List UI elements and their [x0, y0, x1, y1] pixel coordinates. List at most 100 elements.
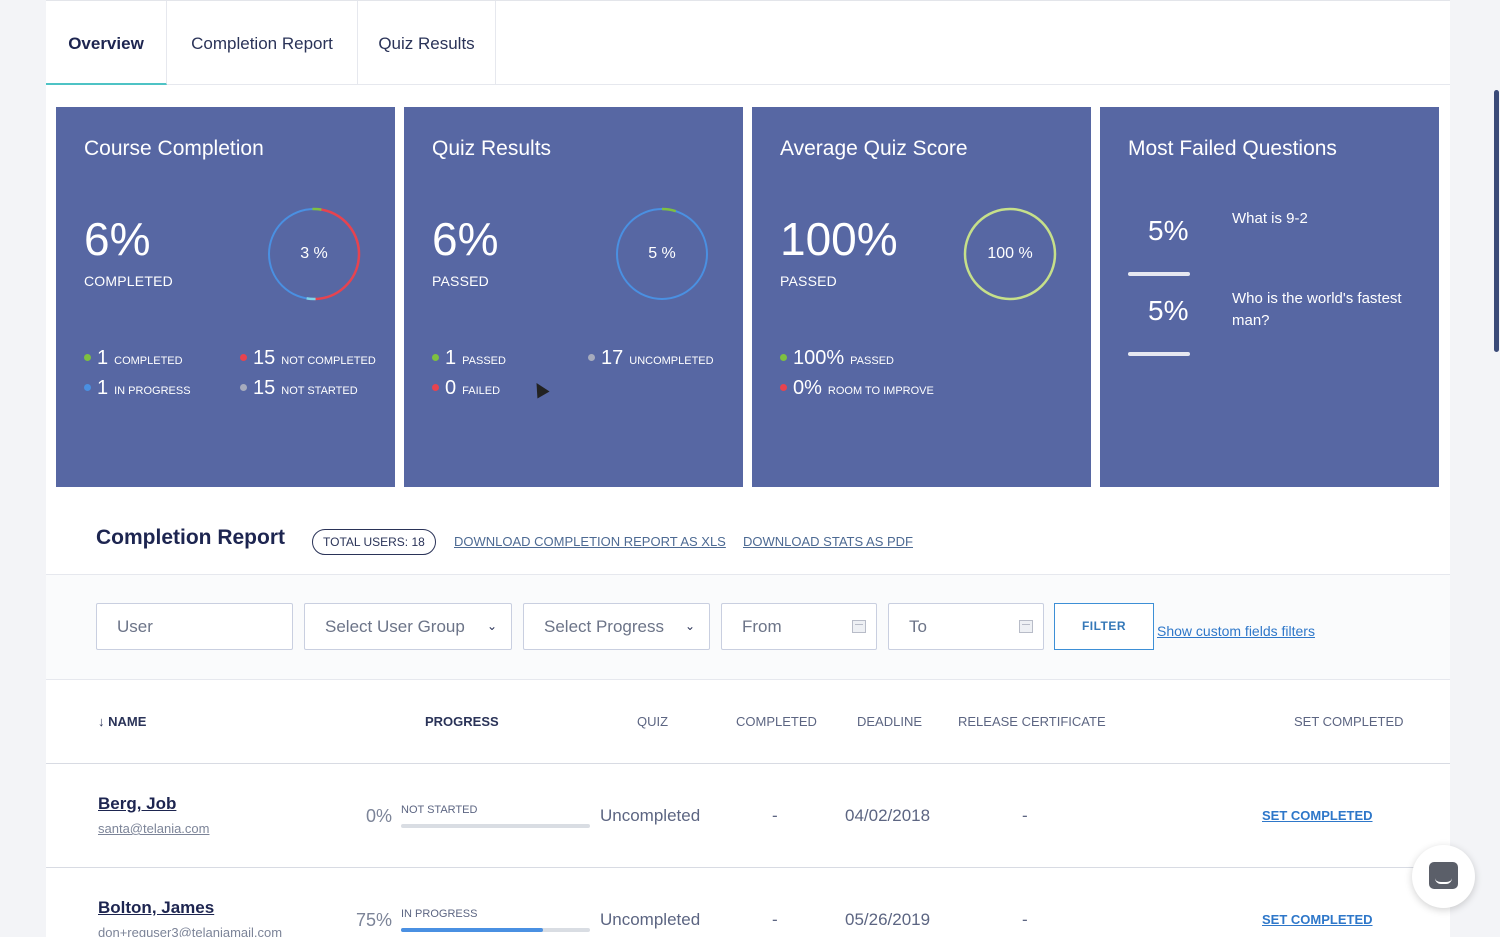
completion-ring-chart [267, 207, 361, 301]
custom-fields-filters-link[interactable]: Show custom fields filters [1157, 623, 1315, 639]
chat-icon[interactable] [1412, 845, 1475, 908]
completion-percent: 6% [84, 213, 151, 265]
green-dot-icon [84, 354, 91, 361]
tab-bar: Overview Completion Report Quiz Results [46, 1, 1450, 85]
calendar-icon[interactable] [1019, 620, 1033, 633]
stat-not-completed: 15 Not Completed [240, 347, 376, 370]
column-deadline[interactable]: Deadline [857, 714, 923, 729]
failed-question-bar [1128, 352, 1190, 356]
user-group-select[interactable]: Select User Group ⌄ [304, 603, 512, 650]
column-set-completed[interactable]: Set Completed [1294, 714, 1404, 729]
stat-not-started: 15 Not Started [240, 377, 358, 400]
quiz-ring-label: 5 % [648, 245, 676, 262]
quiz-status: Uncompleted [600, 806, 701, 825]
stat-completed: 1 Completed [84, 347, 183, 370]
set-completed-link[interactable]: SET COMPLETED [1262, 808, 1373, 823]
most-failed-questions-card: Most Failed Questions 5% What is 9-2 5% … [1100, 107, 1439, 487]
quiz-passed-percent: 6% [432, 213, 499, 265]
total-users-badge: TOTAL USERS: 18 [312, 529, 436, 555]
column-name[interactable]: ↓ Name [98, 714, 147, 729]
completed-date: - [772, 910, 778, 929]
green-dot-icon [780, 354, 787, 361]
to-date-input[interactable]: To [888, 603, 1044, 650]
divider [46, 867, 1450, 868]
stat-in-progress: 1 In Progress [84, 377, 191, 400]
deadline-date: 04/02/2018 [845, 806, 931, 825]
divider [46, 763, 1450, 764]
certificate-status: - [1022, 910, 1028, 929]
chevron-down-icon: ⌄ [684, 619, 695, 633]
card-title: Average Quiz Score [780, 137, 968, 160]
average-ring-label: 100 % [987, 245, 1033, 262]
progress-select[interactable]: Select Progress ⌄ [523, 603, 710, 650]
stat-failed: 0 Failed [432, 377, 500, 400]
progress-bar [401, 824, 590, 828]
progress-select-value: Select Progress [544, 617, 664, 636]
quiz-status: Uncompleted [600, 910, 701, 929]
failed-question-text: Who is the world's fastest man? [1232, 290, 1402, 329]
set-completed-link[interactable]: SET COMPLETED [1262, 912, 1373, 927]
failed-question-percent: 5% [1148, 295, 1189, 326]
column-release-certificate[interactable]: Release Certificate [958, 714, 1106, 729]
scrollbar[interactable] [1494, 90, 1499, 352]
tab-completion-report[interactable]: Completion Report [167, 1, 358, 85]
to-date-placeholder: To [909, 617, 927, 636]
progress-percent: 75% [355, 910, 392, 930]
blue-dot-icon [84, 384, 91, 391]
progress-status: In Progress [401, 908, 478, 920]
column-completed[interactable]: Completed [736, 714, 817, 729]
user-name-link[interactable]: Bolton, James [98, 898, 215, 917]
filter-button[interactable]: FILTER [1054, 603, 1154, 650]
sort-arrow-down-icon: ↓ [98, 714, 109, 729]
user-group-select-value: Select User Group [325, 617, 465, 636]
divider [46, 679, 1450, 680]
course-completion-card: Course Completion 6% COMPLETED 3 % 1 Comp… [56, 107, 395, 487]
average-quiz-score-card: Average Quiz Score 100% PASSED 100 % 100… [752, 107, 1091, 487]
download-pdf-link[interactable]: DOWNLOAD STATS AS PDF [743, 534, 913, 549]
report-panel: Overview Completion Report Quiz Results … [46, 0, 1450, 937]
column-quiz[interactable]: Quiz [637, 714, 669, 729]
certificate-status: - [1022, 806, 1028, 825]
user-email-link[interactable]: don+reguser3@telaniamail.com [98, 925, 283, 937]
download-xls-link[interactable]: DOWNLOAD COMPLETION REPORT AS XLS [454, 534, 726, 549]
progress-percent: 0% [365, 806, 392, 826]
chevron-down-icon: ⌄ [486, 619, 497, 633]
failed-question-text: What is 9-2 [1232, 210, 1308, 227]
red-dot-icon [240, 354, 247, 361]
completion-ring: 3 % [265, 205, 363, 303]
deadline-date: 05/26/2019 [845, 910, 931, 929]
column-progress[interactable]: Progress [425, 714, 499, 729]
calendar-icon[interactable] [852, 620, 866, 633]
from-date-placeholder: From [742, 617, 782, 636]
progress-bar-fill [401, 928, 543, 932]
average-score-percent: 100% [780, 213, 898, 265]
completed-date: - [772, 806, 778, 825]
stat-room-to-improve: 0% Room to Improve [780, 377, 934, 400]
stat-uncompleted: 17 Uncompleted [588, 347, 714, 370]
failed-question-percent: 5% [1148, 215, 1189, 246]
filter-bar: User Select User Group ⌄ Select Progress… [46, 575, 1450, 679]
green-dot-icon [432, 354, 439, 361]
divider [46, 574, 1450, 575]
red-dot-icon [780, 384, 787, 391]
completion-report-title: Completion Report [96, 526, 285, 549]
card-title: Course Completion [84, 137, 264, 160]
quiz-ring-chart [615, 207, 709, 301]
user-email-link[interactable]: santa@telania.com [98, 821, 210, 836]
red-dot-icon [432, 384, 439, 391]
tab-overview[interactable]: Overview [46, 1, 167, 85]
from-date-input[interactable]: From [721, 603, 877, 650]
progress-bar [401, 928, 590, 932]
completion-label: COMPLETED [84, 273, 173, 289]
quiz-passed-label: PASSED [432, 273, 489, 289]
grey-dot-icon [588, 354, 595, 361]
failed-question-bar [1128, 272, 1190, 276]
card-title: Most Failed Questions [1128, 137, 1337, 160]
user-name-link[interactable]: Berg, Job [98, 794, 177, 813]
tab-quiz-results[interactable]: Quiz Results [358, 1, 496, 85]
user-search-input[interactable]: User [96, 603, 293, 650]
stat-passed: 1 Passed [432, 347, 506, 370]
average-ring-chart [963, 207, 1057, 301]
stat-average-passed: 100% Passed [780, 347, 894, 370]
average-ring: 100 % [961, 205, 1059, 303]
